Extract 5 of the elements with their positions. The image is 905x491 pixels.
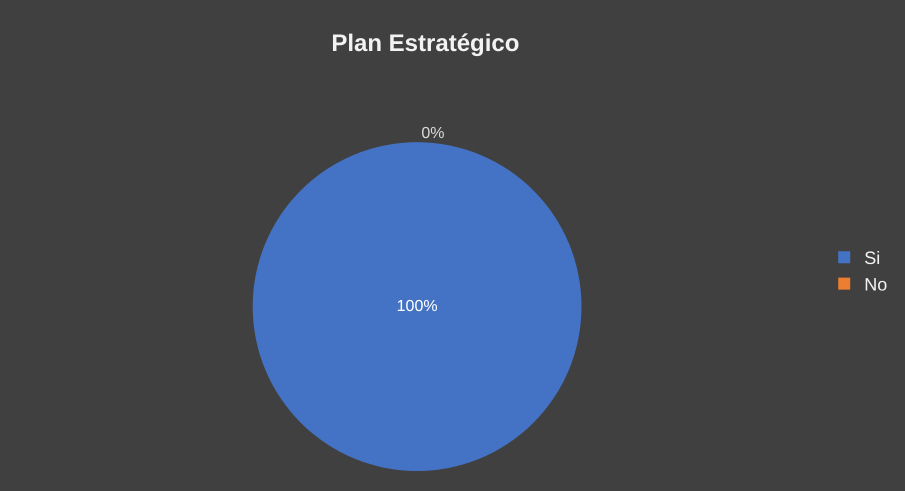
legend-label: No: [864, 274, 888, 295]
text: 0%: [421, 125, 444, 142]
data-label: 100%: [396, 298, 438, 316]
legend-label: Si: [864, 248, 880, 268]
chart-title: Plan Estratégico: [331, 30, 520, 58]
